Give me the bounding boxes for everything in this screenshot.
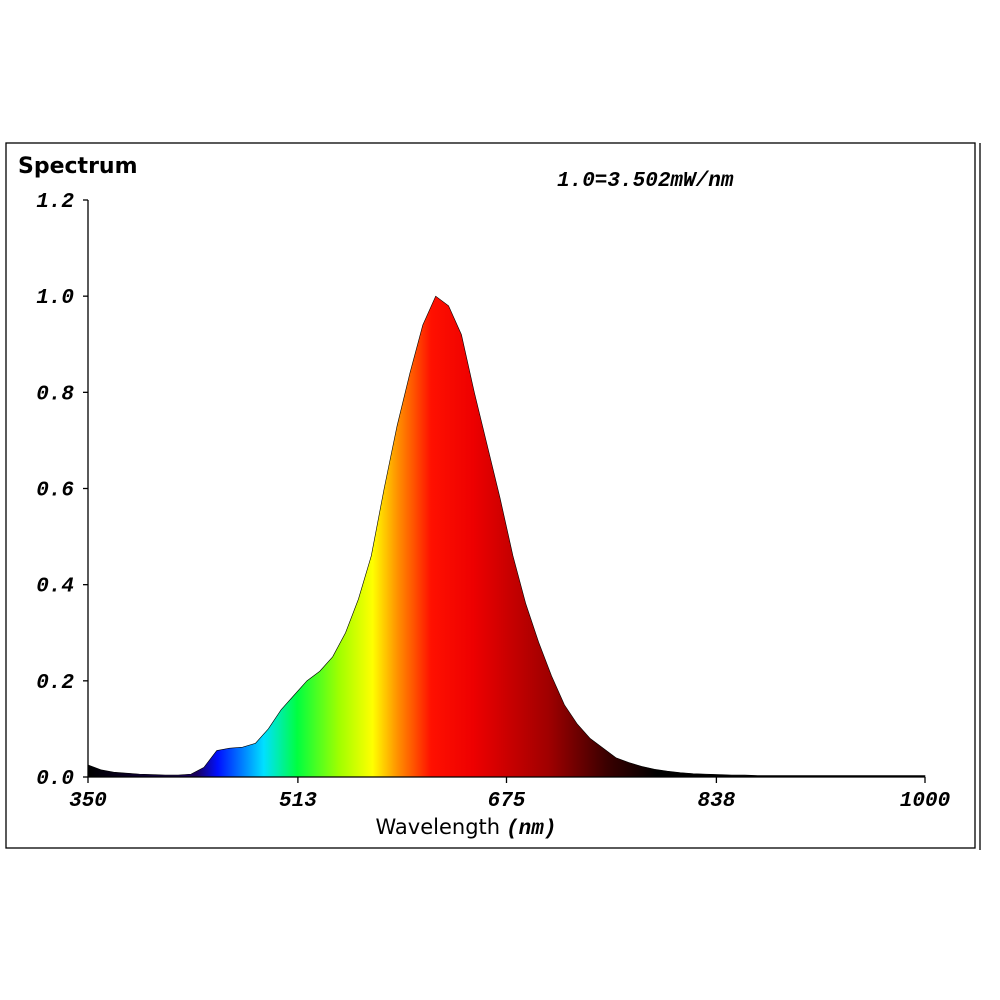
x-axis-label: Wavelength (nm) (376, 815, 557, 841)
y-tick-label: 1.0 (36, 287, 74, 310)
x-tick-label: 675 (488, 790, 526, 813)
x-label-unit: (nm) (506, 818, 556, 841)
y-tick-label: 0.4 (36, 576, 74, 599)
y-tick-label: 1.2 (36, 191, 74, 214)
annotation: 1.0=3.502mW/nm (557, 170, 734, 193)
x-tick-label: 838 (697, 790, 735, 813)
y-tick-label: 0.6 (36, 480, 74, 503)
x-tick-label: 513 (279, 790, 317, 813)
y-tick-label: 0.2 (36, 672, 74, 695)
y-tick-label: 0.8 (36, 383, 74, 406)
frame (5, 142, 976, 849)
y-tick-label: 0.0 (36, 768, 74, 791)
x-tick-label: 350 (69, 790, 107, 813)
chart-title: Spectrum (18, 154, 138, 179)
spectrum-area (87, 295, 926, 778)
x-tick-label: 1000 (900, 790, 950, 813)
x-label-text: Wavelength (376, 815, 501, 839)
